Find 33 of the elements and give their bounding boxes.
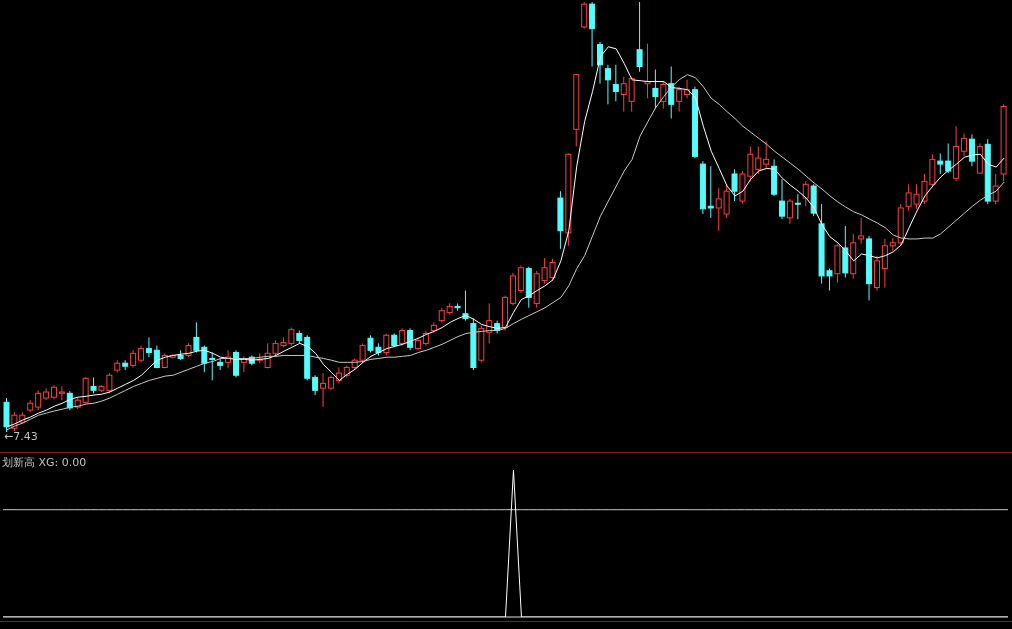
candlestick xyxy=(937,152,944,175)
candlestick xyxy=(992,173,999,205)
candlestick xyxy=(676,86,683,113)
candlestick xyxy=(961,133,968,157)
candlestick xyxy=(763,140,770,170)
candlestick xyxy=(786,198,793,225)
candlestick xyxy=(312,374,319,396)
candlestick xyxy=(794,193,801,220)
candlestick xyxy=(968,133,975,167)
annotation: ←7.43 xyxy=(4,430,38,443)
candlestick xyxy=(209,351,216,381)
candlestick xyxy=(779,178,786,220)
candlestick xyxy=(945,142,952,174)
candlestick xyxy=(145,336,152,358)
candlestick xyxy=(620,76,627,113)
candlestick xyxy=(232,349,239,378)
candlestick xyxy=(707,165,714,219)
candlestick xyxy=(383,333,390,356)
candlestick xyxy=(320,372,327,408)
candlestick xyxy=(802,180,809,207)
chart-title: 划新高 XG: 0.00 xyxy=(2,455,87,470)
candlestick xyxy=(858,217,865,245)
candlestick xyxy=(636,2,643,73)
candlestick xyxy=(517,265,524,294)
candlestick xyxy=(652,69,659,110)
candlestick xyxy=(660,81,667,110)
candlestick xyxy=(407,327,414,351)
candlestick xyxy=(731,168,738,202)
candlestick xyxy=(35,389,42,411)
candlestick xyxy=(612,64,619,102)
candlestick xyxy=(881,238,888,289)
candlestick xyxy=(58,385,65,401)
candlestick xyxy=(604,64,611,105)
